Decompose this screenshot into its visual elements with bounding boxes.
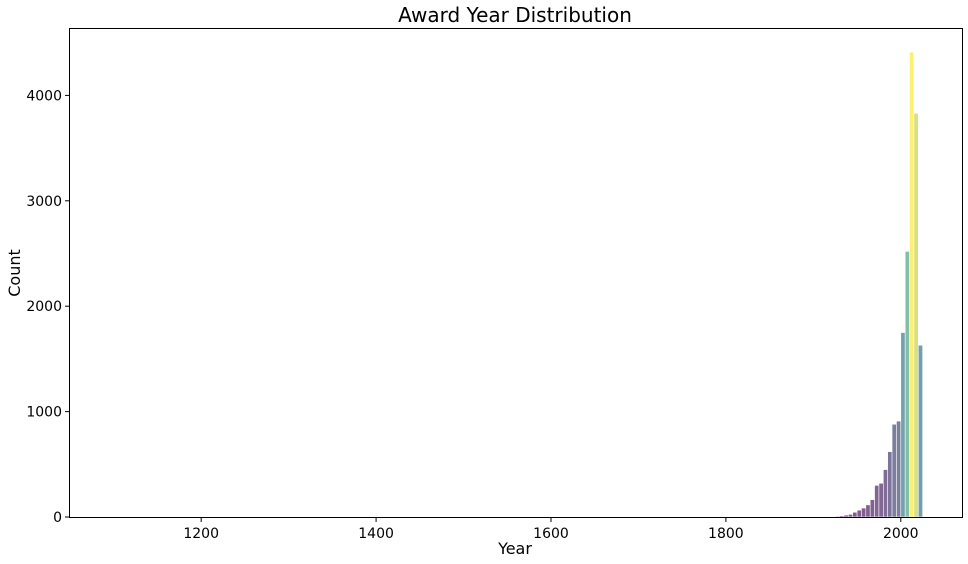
x-tick-label: 2000 [883,526,919,542]
x-axis: 1200 1400 1600 1800 2000 [183,517,919,542]
histogram-bar [913,113,919,518]
histogram-bar [887,451,893,518]
y-axis: 0 1000 2000 3000 4000 [26,88,70,526]
histogram-bar [891,423,897,518]
y-tick-label: 0 [53,510,62,526]
histogram-bar [874,485,880,518]
histogram-bar [865,504,871,518]
histogram-bar [848,514,853,518]
histogram-bar [843,514,849,518]
histogram-bar [878,482,884,518]
histogram-bar [909,51,915,518]
histogram-bar [852,511,858,518]
y-tick-label: 3000 [26,194,62,210]
x-axis-label: Year [497,539,532,558]
histogram-bar [869,499,875,518]
plot-frame [69,28,963,518]
x-tick-label: 1200 [183,526,219,542]
histogram-bar [904,251,910,518]
chart-title: Award Year Distribution [398,3,632,27]
histogram-bar [830,516,836,518]
histogram-bar [834,515,840,518]
histogram-bar [856,509,862,518]
bars-group [830,51,923,518]
x-tick-label: 1600 [533,526,569,542]
histogram-bar [861,507,867,518]
histogram-bar [882,469,888,518]
x-tick-label: 1800 [708,526,744,542]
y-tick-label: 2000 [26,299,62,315]
x-tick-label: 1400 [358,526,394,542]
histogram-bar [839,515,845,518]
histogram-bar [900,332,906,518]
histogram-bar [917,344,923,518]
y-axis-label: Count [5,249,24,297]
y-tick-label: 1000 [26,405,62,421]
y-tick-label: 4000 [26,88,62,104]
histogram-bar [896,420,902,518]
